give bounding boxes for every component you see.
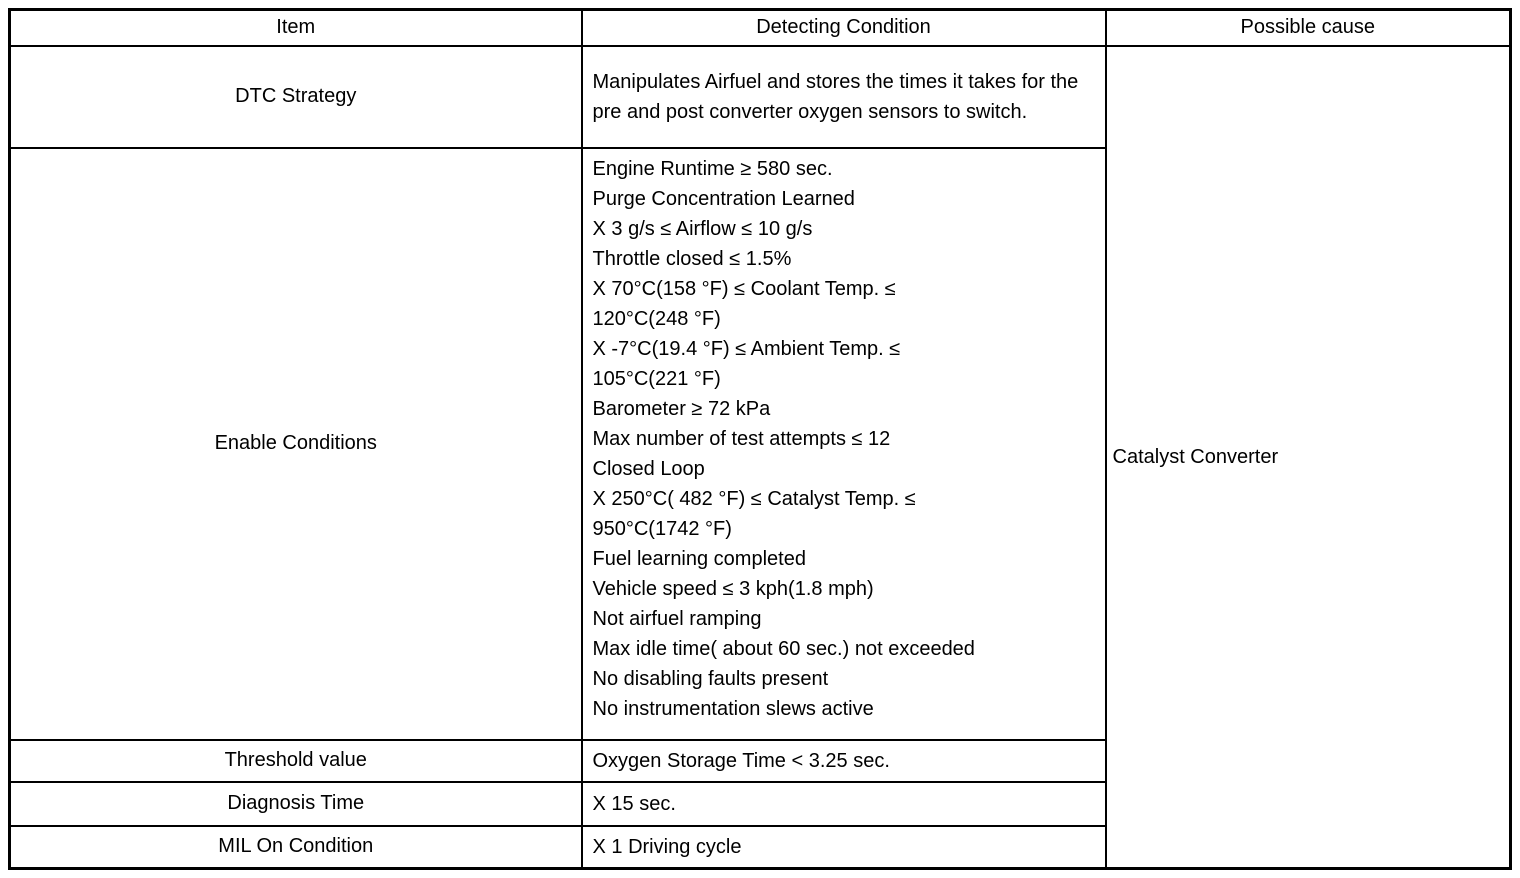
header-detecting-condition: Detecting Condition (580, 8, 1107, 47)
item-cell-mil-on-condition: MIL On Condition (8, 824, 583, 869)
condition-cell-dtc-strategy: Manipulates Airfuel and stores the times… (580, 44, 1107, 149)
item-cell-dtc-strategy: DTC Strategy (8, 44, 583, 149)
dtc-detecting-condition-table: Item Detecting Condition Possible cause … (8, 8, 1512, 870)
item-cell-threshold-value: Threshold value (8, 738, 583, 783)
condition-cell-diagnosis-time: X 15 sec. (580, 780, 1107, 827)
item-cell-enable-conditions: Enable Conditions (8, 146, 583, 741)
condition-cell-enable-conditions: Engine Runtime ≥ 580 sec. Purge Concentr… (580, 146, 1107, 741)
possible-cause-cell: Catalyst Converter (1104, 44, 1512, 869)
condition-cell-threshold-value: Oxygen Storage Time < 3.25 sec. (580, 738, 1107, 783)
condition-cell-mil-on-condition: X 1 Driving cycle (580, 824, 1107, 869)
header-row: Item Detecting Condition Possible cause (8, 8, 1512, 47)
header-possible-cause: Possible cause (1104, 8, 1512, 47)
table-row-mil-on-condition: MIL On Condition X 1 Driving cycle (8, 824, 1511, 869)
table-row-diagnosis-time: Diagnosis Time X 15 sec. (8, 780, 1511, 827)
table-row-dtc-strategy: DTC Strategy Manipulates Airfuel and sto… (8, 44, 1512, 869)
table-row-threshold-value: Threshold value Oxygen Storage Time < 3.… (8, 738, 1511, 783)
header-item: Item (8, 8, 583, 47)
item-cell-diagnosis-time: Diagnosis Time (8, 780, 583, 827)
table-row-enable-conditions: Enable Conditions Engine Runtime ≥ 580 s… (8, 146, 1511, 741)
